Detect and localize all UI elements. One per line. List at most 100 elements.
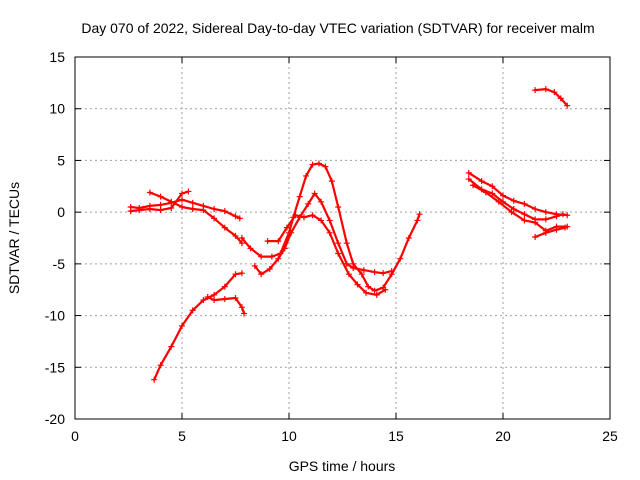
data-point xyxy=(414,217,421,224)
data-point xyxy=(258,271,265,278)
data-point xyxy=(238,235,245,241)
data-point xyxy=(405,235,412,241)
data-point xyxy=(311,190,318,197)
data-point xyxy=(266,266,273,273)
data-point xyxy=(211,215,218,222)
data-point xyxy=(185,188,192,195)
data-point xyxy=(365,283,372,290)
data-point xyxy=(322,163,329,170)
data-point xyxy=(465,176,472,183)
data-point xyxy=(211,297,218,304)
data-point xyxy=(532,87,539,94)
data-point xyxy=(303,172,310,179)
data-point xyxy=(557,95,564,102)
series-trace xyxy=(148,191,243,245)
y-axis-label: SDTVAR / TECUs xyxy=(6,182,22,294)
data-point xyxy=(489,183,496,190)
data-point xyxy=(343,240,350,247)
data-point xyxy=(189,307,196,314)
data-point xyxy=(532,219,539,226)
y-tick-label: -10 xyxy=(45,308,65,324)
data-point xyxy=(179,190,185,197)
data-point xyxy=(465,169,472,176)
series-trace xyxy=(266,214,387,296)
series-arc-5 xyxy=(204,293,248,317)
y-tick-label: 15 xyxy=(49,49,65,65)
data-point xyxy=(179,196,185,203)
data-point xyxy=(189,199,196,206)
series-arc-4 xyxy=(151,270,245,383)
series-arc-2 xyxy=(146,189,245,247)
y-tick-label: -5 xyxy=(53,256,66,272)
data-point xyxy=(211,206,218,213)
series-trace xyxy=(534,226,567,239)
plot-frame xyxy=(74,56,611,420)
data-point xyxy=(247,245,254,252)
series-arc-10 xyxy=(465,176,566,223)
y-tick-label: 5 xyxy=(57,152,65,168)
data-point xyxy=(179,203,185,210)
data-point xyxy=(232,294,239,301)
data-point xyxy=(482,189,489,196)
data-point xyxy=(241,310,248,317)
y-tick-label: -20 xyxy=(45,411,65,427)
data-point xyxy=(489,190,496,197)
data-point xyxy=(542,86,549,93)
data-point xyxy=(397,255,404,262)
x-axis-label: GPS time / hours xyxy=(289,458,396,474)
data-point xyxy=(157,362,164,369)
data-point xyxy=(238,270,245,277)
data-point xyxy=(258,253,265,260)
data-point xyxy=(309,161,316,168)
data-point xyxy=(300,214,307,221)
data-point xyxy=(264,238,271,245)
data-point xyxy=(358,271,365,278)
data-point xyxy=(238,240,245,247)
data-point xyxy=(309,212,316,219)
data-point xyxy=(305,200,312,207)
data-point xyxy=(532,206,539,213)
data-point xyxy=(221,283,228,290)
data-point xyxy=(345,271,352,278)
data-point xyxy=(127,208,134,215)
series-arc-9 xyxy=(465,169,571,219)
data-point xyxy=(221,208,228,215)
data-point xyxy=(562,224,569,231)
data-point xyxy=(416,211,423,218)
data-point xyxy=(564,102,571,109)
series-arc-3 xyxy=(127,188,192,215)
data-point xyxy=(200,297,207,304)
data-point xyxy=(189,206,196,213)
data-point xyxy=(335,250,342,257)
data-point xyxy=(238,304,245,311)
y-tick-label: 0 xyxy=(57,204,65,220)
data-point xyxy=(275,238,282,245)
data-point xyxy=(388,268,395,275)
data-point xyxy=(168,343,175,350)
data-point xyxy=(157,193,164,200)
data-point xyxy=(296,193,303,200)
data-point xyxy=(221,224,228,231)
data-point xyxy=(360,267,367,274)
data-point xyxy=(151,376,158,383)
x-tick-label: 10 xyxy=(281,428,297,444)
data-point xyxy=(510,197,517,204)
series-arc-12 xyxy=(532,224,569,240)
data-point xyxy=(363,289,370,296)
data-point xyxy=(553,226,560,233)
series-arc-8 xyxy=(264,212,389,298)
data-point xyxy=(232,213,239,220)
data-point xyxy=(179,322,185,329)
data-point xyxy=(380,270,387,277)
x-tick-label: 5 xyxy=(178,428,186,444)
data-point xyxy=(157,207,164,214)
data-point xyxy=(373,291,380,298)
x-tick-label: 15 xyxy=(388,428,404,444)
data-point xyxy=(495,198,502,205)
data-point xyxy=(204,293,211,300)
y-tick-label: -15 xyxy=(45,359,65,375)
data-point xyxy=(478,178,485,185)
data-point xyxy=(288,229,295,236)
data-point xyxy=(542,216,549,223)
